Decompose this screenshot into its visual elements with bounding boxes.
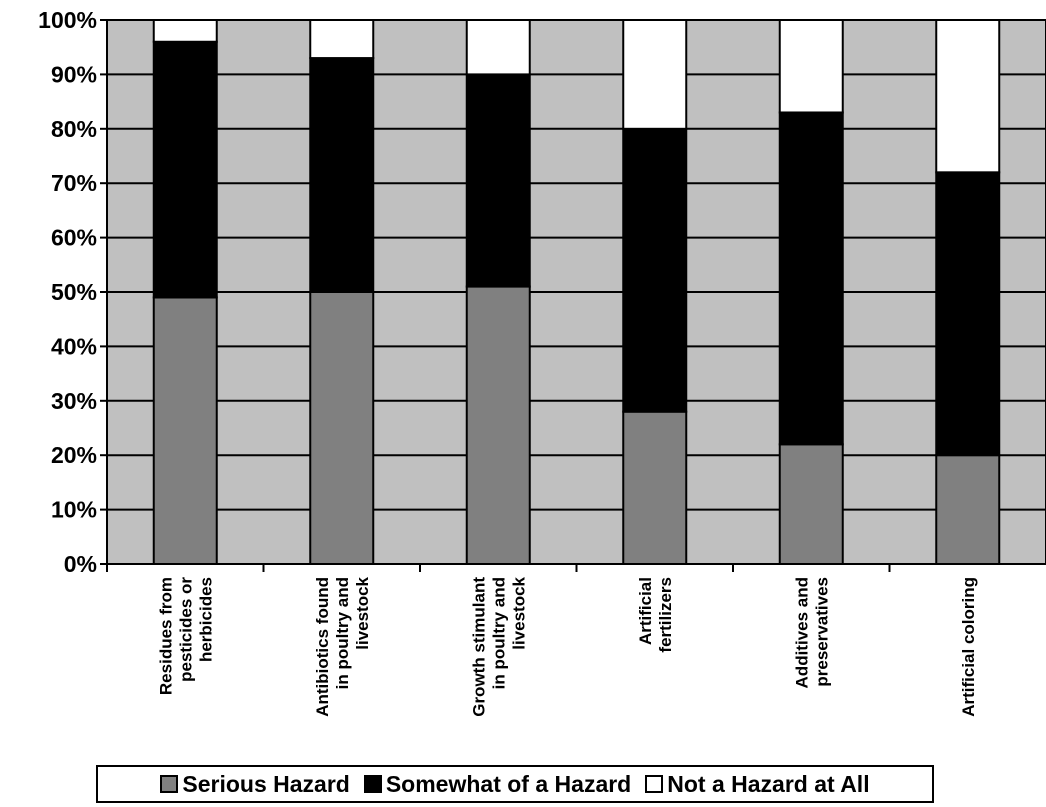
legend-label-somewhat-hazard: Somewhat of a Hazard <box>385 770 632 797</box>
legend-swatch-serious-hazard <box>160 775 179 793</box>
legend-item-serious-hazard: Serious Hazard <box>160 770 350 798</box>
legend: Serious Hazard Somewhat of a Hazard Not … <box>96 765 934 803</box>
x-category-label: livestock <box>353 576 372 649</box>
x-category-label: fertilizers <box>656 577 675 653</box>
x-category-label: Artificial coloring <box>959 577 978 717</box>
x-category-label: Artificial <box>636 577 655 645</box>
bar-somewhat-of-a-hazard <box>465 73 531 288</box>
x-category-label: Antibiotics found <box>313 577 332 717</box>
y-tick-label: 60% <box>51 225 97 251</box>
bar-serious-hazard <box>778 443 844 566</box>
legend-swatch-not-hazard <box>645 775 664 793</box>
bar-not-a-hazard-at-all <box>465 19 531 76</box>
y-tick-label: 40% <box>51 333 97 359</box>
bar-somewhat-of-a-hazard <box>309 57 375 293</box>
bar-serious-hazard <box>309 291 375 565</box>
bar-serious-hazard <box>465 285 531 565</box>
x-category-label: in poultry and <box>489 577 508 689</box>
bar-serious-hazard <box>935 454 1001 566</box>
x-category-label: preservatives <box>812 577 831 687</box>
x-category-label: in poultry and <box>333 577 352 689</box>
y-tick-label: 100% <box>38 7 97 33</box>
x-category-label: herbicides <box>196 577 215 662</box>
bar-somewhat-of-a-hazard <box>152 40 218 299</box>
legend-item-not-hazard: Not a Hazard at All <box>645 770 870 798</box>
bar-serious-hazard <box>622 410 688 565</box>
x-category-label: Residues from <box>156 577 175 695</box>
y-tick-label: 90% <box>51 61 97 87</box>
x-category-label: Growth stimulant <box>469 577 488 717</box>
y-tick-label: 10% <box>51 497 97 523</box>
legend-swatch-somewhat-hazard <box>363 775 382 793</box>
y-tick-label: 20% <box>51 442 97 468</box>
y-tick-label: 30% <box>51 388 97 414</box>
x-category-label: Additives and <box>792 577 811 688</box>
bar-somewhat-of-a-hazard <box>778 111 844 446</box>
y-tick-label: 70% <box>51 170 97 196</box>
legend-item-somewhat-hazard: Somewhat of a Hazard <box>363 770 632 798</box>
bar-serious-hazard <box>152 296 218 565</box>
x-category-label: livestock <box>509 576 528 649</box>
y-tick-label: 80% <box>51 116 97 142</box>
x-category-label: pesticides or <box>176 577 195 682</box>
bar-not-a-hazard-at-all <box>152 19 218 43</box>
y-tick-label: 50% <box>51 279 97 305</box>
bar-somewhat-of-a-hazard <box>622 127 688 413</box>
bar-not-a-hazard-at-all <box>309 19 375 60</box>
legend-label-serious-hazard: Serious Hazard <box>182 770 350 797</box>
legend-label-not-hazard: Not a Hazard at All <box>667 770 870 797</box>
y-tick-label: 0% <box>64 551 97 577</box>
bar-not-a-hazard-at-all <box>935 19 1001 174</box>
bar-not-a-hazard-at-all <box>622 19 688 130</box>
bar-not-a-hazard-at-all <box>778 19 844 114</box>
bar-somewhat-of-a-hazard <box>935 171 1001 457</box>
